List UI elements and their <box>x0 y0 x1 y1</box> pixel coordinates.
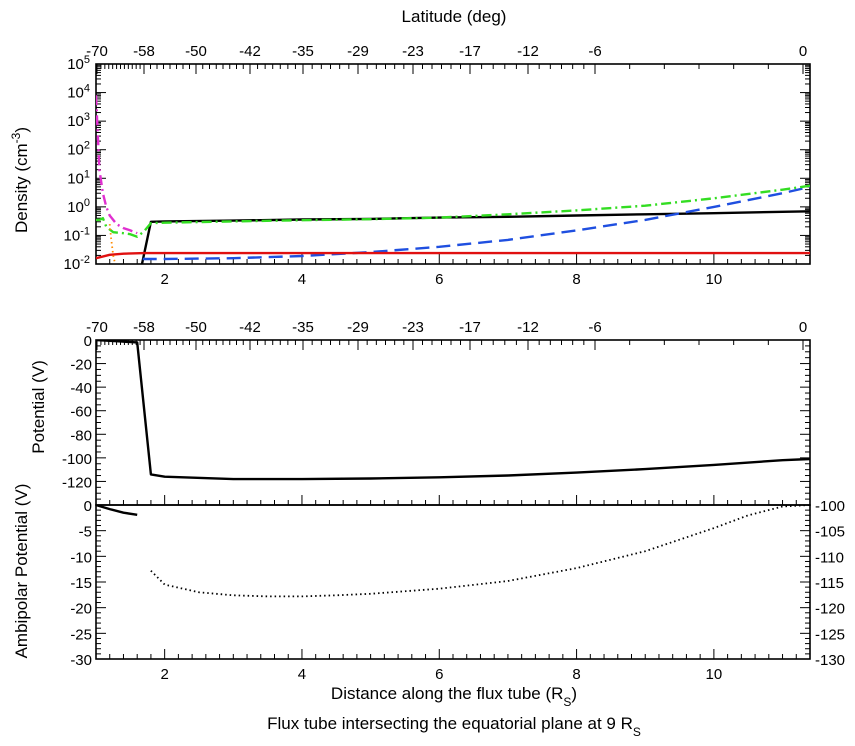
density-lat-tick-label: -23 <box>402 43 424 60</box>
ambipolar-right-tick-label: -125 <box>815 626 845 643</box>
density-lat-tick-label: -17 <box>459 43 481 60</box>
density-xtick-label: 8 <box>572 271 580 288</box>
potential-ytick-label: -80 <box>70 427 92 444</box>
ambipolar-xtick-label: 8 <box>572 666 580 683</box>
potential-ytick-label: -40 <box>70 380 92 397</box>
figure-caption: Flux tube intersecting the equatorial pl… <box>267 714 641 739</box>
ambipolar-ytick-label: -25 <box>70 626 92 643</box>
density-series-3 <box>96 184 810 238</box>
ambipolar-ytick-label: -30 <box>70 652 92 669</box>
density-series-1 <box>142 185 810 261</box>
potential-ytick-label: -120 <box>62 474 92 491</box>
ambipolar-xtick-label: 6 <box>435 666 443 683</box>
potential-series-group <box>96 340 810 481</box>
ambipolar-right-tick-label: -115 <box>815 575 844 592</box>
density-lat-tick-label: -35 <box>292 43 314 60</box>
density-ytick-label: 101 <box>67 168 90 187</box>
density-ytick-label: 10-1 <box>64 225 90 244</box>
density-lat-tick-label: -6 <box>588 43 601 60</box>
density-series-2 <box>96 251 810 260</box>
potential-lat-tick-label: -58 <box>133 319 155 336</box>
density-lat-tick-label: -58 <box>133 43 155 60</box>
density-ytick-label: 104 <box>67 83 90 102</box>
ambipolar-series-group <box>96 505 810 598</box>
ambipolar-right-tick-label: -130 <box>815 652 845 669</box>
potential-ytick-label: -100 <box>62 451 92 468</box>
top-axis-label: Latitude (deg) <box>402 7 507 26</box>
density-xtick-label: 6 <box>435 271 443 288</box>
potential-lat-tick-label: -6 <box>588 319 601 336</box>
potential-lat-tick-label: 0 <box>799 319 807 336</box>
potential-series-0 <box>96 340 810 481</box>
density-ytick-label: 105 <box>67 54 90 73</box>
density-series-group <box>96 95 810 264</box>
density-panel: 2 4 6 8 10 -70 -58 -50 -42 -35 -29 -23 -17 -12 -6 0 10-2… <box>64 43 811 288</box>
density-lat-tick-label: 0 <box>799 43 807 60</box>
density-series-4 <box>96 95 138 235</box>
ambipolar-right-tick-label: -100 <box>815 498 845 515</box>
density-ytick-label: 103 <box>67 111 90 130</box>
ambipolar-ytick-label: -20 <box>70 601 92 618</box>
density-lat-tick-label: -50 <box>185 43 207 60</box>
ambipolar-xtick-label: 10 <box>706 666 723 683</box>
ambipolar-ytick-label: -5 <box>79 524 92 541</box>
ambipolar-right-tick-label: -110 <box>815 549 844 566</box>
potential-frame <box>95 339 811 506</box>
density-xtick-label: 4 <box>298 271 306 288</box>
potential-lat-tick-label: -35 <box>292 319 314 336</box>
density-xtick-label: 2 <box>160 271 168 288</box>
density-series-5 <box>108 224 117 264</box>
ambipolar-series-1 <box>150 505 810 598</box>
potential-lat-tick-label: -50 <box>185 319 207 336</box>
potential-ytick-label: 0 <box>84 333 92 350</box>
density-lat-tick-label: -70 <box>86 43 108 60</box>
ambipolar-panel: 2 4 6 8 10 0 -5 -10 -15 -20 -25 -30 -100 -105 -110 -115… <box>70 498 845 683</box>
ambipolar-ytick-label: -10 <box>70 549 92 566</box>
ambipolar-ytick-label: -15 <box>70 575 92 592</box>
potential-ytick-label: -20 <box>70 357 92 374</box>
potential-panel: -70 -58 -50 -42 -35 -29 -23 -17 -12 -6 00-20-40-60… <box>62 319 811 506</box>
potential-lat-tick-label: -29 <box>347 319 369 336</box>
potential-lat-tick-label: -23 <box>402 319 424 336</box>
ambipolar-series-0 <box>96 505 138 516</box>
density-lat-tick-label: -42 <box>239 43 261 60</box>
potential-lat-tick-label: -42 <box>239 319 261 336</box>
ambipolar-ylabel: Ambipolar Potential (V) <box>12 484 31 659</box>
potential-ylabel: Potential (V) <box>29 360 48 454</box>
density-series-0 <box>140 210 810 264</box>
density-lat-tick-label: -29 <box>347 43 369 60</box>
ambipolar-xtick-label: 4 <box>298 666 306 683</box>
density-frame <box>95 63 811 265</box>
density-xtick-label: 10 <box>706 271 723 288</box>
density-ytick-label: 100 <box>67 197 90 216</box>
density-lat-tick-label: -12 <box>517 43 539 60</box>
density-ytick-label: 10-2 <box>64 254 90 273</box>
potential-ytick-label: -60 <box>70 404 92 421</box>
bottom-axis-label: Distance along the flux tube (RS) <box>331 684 577 709</box>
potential-lat-tick-label: -17 <box>459 319 481 336</box>
potential-lat-tick-label: -12 <box>517 319 539 336</box>
density-ylabel: Density (cm-3) <box>9 127 31 233</box>
ambipolar-right-tick-label: -120 <box>815 601 845 618</box>
density-ytick-label: 102 <box>67 140 90 159</box>
ambipolar-xtick-label: 2 <box>160 666 168 683</box>
potential-lat-tick-label: -70 <box>86 319 108 336</box>
ambipolar-frame <box>95 504 811 660</box>
ambipolar-right-tick-label: -105 <box>815 524 845 541</box>
ambipolar-ytick-label: 0 <box>84 498 92 515</box>
